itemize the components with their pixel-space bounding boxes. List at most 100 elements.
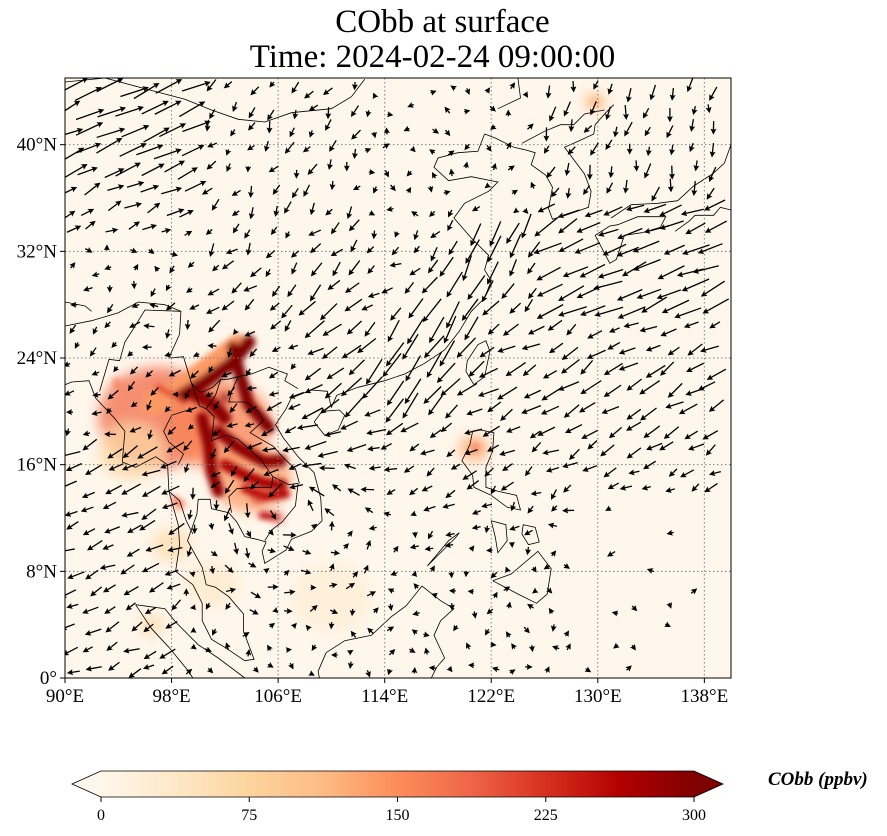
wind-arrow (607, 83, 614, 95)
wind-arrow (105, 621, 120, 633)
wind-arrow (608, 166, 615, 179)
wind-arrow (521, 405, 542, 414)
wind-arrow (65, 127, 84, 139)
wind-arrow (133, 82, 160, 100)
wind-arrow (301, 407, 324, 420)
wind-arrow (431, 592, 438, 599)
wind-arrow (345, 282, 360, 293)
wind-arrow (302, 549, 312, 555)
wind-arrow (325, 208, 333, 216)
wind-arrow (590, 101, 597, 116)
wind-arrow (284, 320, 292, 332)
wind-arrow (106, 641, 118, 651)
wind-arrow (383, 466, 398, 473)
wind-arrow (246, 442, 262, 450)
concentration-halo (151, 527, 192, 562)
wind-arrow (411, 531, 418, 539)
wind-arrow (311, 644, 318, 652)
wind-arrow (692, 265, 719, 274)
wind-arrow (65, 186, 78, 197)
wind-arrow (463, 570, 470, 578)
wind-arrow (246, 385, 257, 392)
wind-arrow (85, 569, 99, 580)
wind-arrow (551, 505, 558, 512)
wind-arrow (567, 146, 576, 155)
wind-arrow (248, 107, 256, 119)
wind-arrow (317, 450, 338, 458)
wind-arrow (223, 81, 233, 89)
wind-arrow (447, 150, 455, 157)
coastline (325, 585, 455, 678)
wind-arrow (524, 298, 534, 313)
wind-arrow (586, 349, 606, 359)
wind-arrow (371, 131, 377, 139)
wind-arrow (581, 429, 599, 439)
wind-arrow (385, 398, 405, 423)
wind-arrow (301, 462, 322, 469)
wind-arrow (65, 510, 78, 517)
wind-arrow (246, 368, 252, 377)
wind-arrow (212, 264, 220, 272)
wind-arrow (390, 570, 398, 576)
wind-arrow (593, 280, 623, 291)
colorbar-tick-label: 225 (534, 807, 558, 824)
wind-arrow (405, 186, 412, 194)
wind-arrow (190, 643, 197, 650)
wind-arrow (527, 505, 534, 514)
wind-arrow (304, 440, 327, 450)
wind-arrow (148, 582, 164, 593)
wind-arrow (332, 484, 342, 492)
wind-arrow (421, 276, 438, 294)
wind-arrow (289, 127, 296, 138)
wind-arrow (659, 220, 684, 230)
wind-arrow (282, 532, 297, 539)
wind-arrow (551, 645, 560, 651)
wind-arrow (91, 370, 100, 376)
wind-arrow (147, 202, 161, 214)
wind-arrow (603, 384, 622, 398)
wind-arrow (542, 449, 560, 456)
wind-arrow (201, 187, 213, 195)
wind-arrow (82, 646, 93, 653)
wind-arrow (145, 544, 164, 552)
wind-arrow (348, 359, 365, 376)
wind-arrow (582, 465, 598, 472)
wind-arrow (293, 169, 300, 179)
wind-arrow (461, 298, 479, 321)
wind-arrow (310, 243, 322, 254)
wind-arrow (660, 361, 675, 376)
wind-arrow (341, 377, 363, 397)
wind-arrow (562, 507, 575, 514)
wind-arrow (605, 505, 612, 511)
wind-arrow (549, 106, 557, 122)
wind-arrow (350, 239, 358, 253)
wind-arrow (490, 485, 497, 495)
wind-arrow (411, 211, 419, 217)
wind-arrow (680, 208, 704, 217)
wind-arrow (626, 421, 642, 431)
wind-arrow (108, 661, 120, 671)
concentration-plume (212, 425, 287, 468)
wind-arrow (470, 223, 482, 247)
wind-arrow (412, 610, 420, 617)
wind-arrow (343, 162, 350, 172)
wind-arrow (80, 208, 95, 217)
y-tick-label: 32°N (17, 241, 58, 262)
wind-arrow (149, 302, 159, 309)
wind-arrow (245, 530, 251, 538)
wind-arrow (137, 446, 158, 459)
wind-arrow (225, 149, 232, 156)
wind-arrow (267, 109, 275, 121)
wind-arrow (65, 163, 88, 178)
wind-arrow (529, 430, 541, 439)
wind-arrow (244, 503, 251, 519)
wind-arrow (244, 229, 251, 239)
wind-arrow (618, 347, 636, 355)
wind-arrow (686, 78, 694, 93)
colorbar-label: CObb (ppbv) (768, 769, 868, 790)
wind-arrow (104, 321, 111, 329)
wind-arrow (524, 466, 533, 477)
wind-arrow (600, 444, 615, 457)
wind-arrow (329, 180, 336, 191)
coastline (594, 216, 667, 264)
